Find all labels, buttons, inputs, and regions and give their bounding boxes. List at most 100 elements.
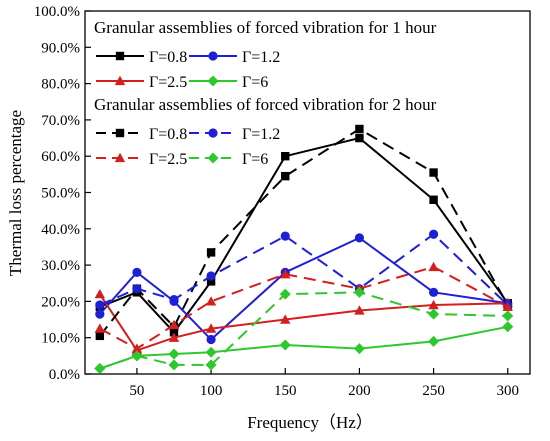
data-point <box>355 124 364 134</box>
data-point <box>280 314 291 324</box>
y-tick-label: 50.0% <box>41 186 80 202</box>
y-tick-label: 0.0% <box>49 367 80 383</box>
data-point <box>168 348 180 360</box>
legend-swatch-marker <box>207 75 219 87</box>
data-point <box>353 343 365 355</box>
y-tick-label: 30.0% <box>41 258 80 274</box>
y-tick-label: 80.0% <box>41 77 80 93</box>
y-tick-label: 60.0% <box>41 149 80 165</box>
data-point <box>205 346 217 358</box>
legend-item: Γ=1.2 <box>189 126 280 143</box>
data-point <box>354 233 365 243</box>
legend-group-title: Granular assemblies of forced vibration … <box>94 18 437 37</box>
x-tick-label: 100 <box>200 383 223 399</box>
y-tick-label: 10.0% <box>41 331 80 347</box>
series-solid-2 <box>94 288 513 355</box>
data-point <box>168 332 180 342</box>
series-line <box>98 293 508 352</box>
legend-item: Γ=1.2 <box>189 49 280 66</box>
legend-item-label: Γ=2.5 <box>149 151 187 168</box>
data-point <box>168 359 180 371</box>
data-point <box>205 296 217 306</box>
legend-swatch-marker <box>114 152 126 163</box>
legend-item: Γ=6 <box>189 74 268 91</box>
legend-item-label: Γ=0.8 <box>149 126 187 143</box>
data-point <box>428 299 439 310</box>
legend-swatch-marker <box>115 51 125 61</box>
y-axis: 0.0% 10.0% 20.0% 30.0% 40.0% 50.0% 60.0% 70.0% 8… <box>34 4 91 383</box>
legend-group-title: Granular assemblies of forced vibration … <box>94 95 437 114</box>
data-point <box>94 323 106 333</box>
data-point <box>281 171 290 181</box>
series-line <box>99 232 509 306</box>
series-line <box>99 265 509 350</box>
data-point <box>95 331 105 341</box>
data-point <box>94 288 106 299</box>
data-point <box>280 268 291 279</box>
series-dashed-7 <box>94 286 514 375</box>
y-tick-label: 20.0% <box>41 294 80 310</box>
y-tick-label: 90.0% <box>41 40 80 56</box>
data-point <box>95 309 105 319</box>
legend-item-label: Γ=6 <box>242 151 268 168</box>
legend-item-label: Γ=2.5 <box>149 74 187 91</box>
data-point <box>131 350 143 362</box>
data-point <box>206 334 216 345</box>
data-point <box>353 286 365 298</box>
legend-swatch-marker <box>114 75 126 86</box>
data-point <box>502 310 514 322</box>
legend-item: Γ=0.8 <box>96 126 187 143</box>
data-point <box>205 359 217 371</box>
legend-item-label: Γ=0.8 <box>149 49 187 66</box>
y-tick-label: 100.0% <box>34 4 80 20</box>
series-solid-3 <box>94 321 514 375</box>
x-tick-label: 250 <box>422 383 445 399</box>
legend-item-label: Γ=1.2 <box>242 126 280 143</box>
legend-item: Γ=2.5 <box>96 151 187 168</box>
y-tick-label: 70.0% <box>41 113 80 129</box>
legend-swatch-marker <box>208 128 218 138</box>
legend-item-label: Γ=6 <box>242 74 268 91</box>
data-point <box>280 231 290 241</box>
data-point <box>502 301 513 312</box>
data-point <box>279 339 291 351</box>
data-point <box>94 363 106 375</box>
data-point <box>428 261 439 272</box>
data-point <box>429 168 438 177</box>
data-point <box>429 195 438 204</box>
data-point <box>132 284 142 294</box>
data-point <box>169 328 179 337</box>
data-point <box>428 335 440 347</box>
data-point <box>168 319 180 330</box>
series-line <box>99 136 509 334</box>
data-point <box>95 300 105 310</box>
legend-swatch-marker <box>208 51 218 61</box>
data-point <box>428 229 439 239</box>
legend-item: Γ=6 <box>189 151 268 168</box>
series-layer <box>94 124 514 375</box>
data-point <box>206 277 216 286</box>
series-dashed-5 <box>95 229 513 310</box>
data-point <box>355 133 364 143</box>
y-axis-label: Thermal loss percentage <box>6 110 25 276</box>
series-line <box>99 325 508 370</box>
data-point <box>205 323 217 333</box>
x-tick-label: 150 <box>274 383 297 399</box>
y-tick-label: 40.0% <box>41 222 80 238</box>
data-point <box>206 271 216 281</box>
legend: Granular assemblies of forced vibration … <box>94 18 437 168</box>
data-point <box>428 287 439 297</box>
data-point <box>279 288 291 300</box>
x-tick-label: 300 <box>497 383 520 399</box>
x-tick-label: 200 <box>348 383 371 399</box>
legend-item: Γ=2.5 <box>96 74 187 91</box>
x-tick-label: 50 <box>129 383 144 399</box>
data-point <box>206 248 216 257</box>
x-axis-label: Frequency（Hz） <box>247 413 373 432</box>
legend-swatch-marker <box>207 152 219 164</box>
data-point <box>169 294 179 305</box>
data-point <box>354 305 365 315</box>
data-point <box>428 308 440 320</box>
series-line <box>99 236 508 341</box>
